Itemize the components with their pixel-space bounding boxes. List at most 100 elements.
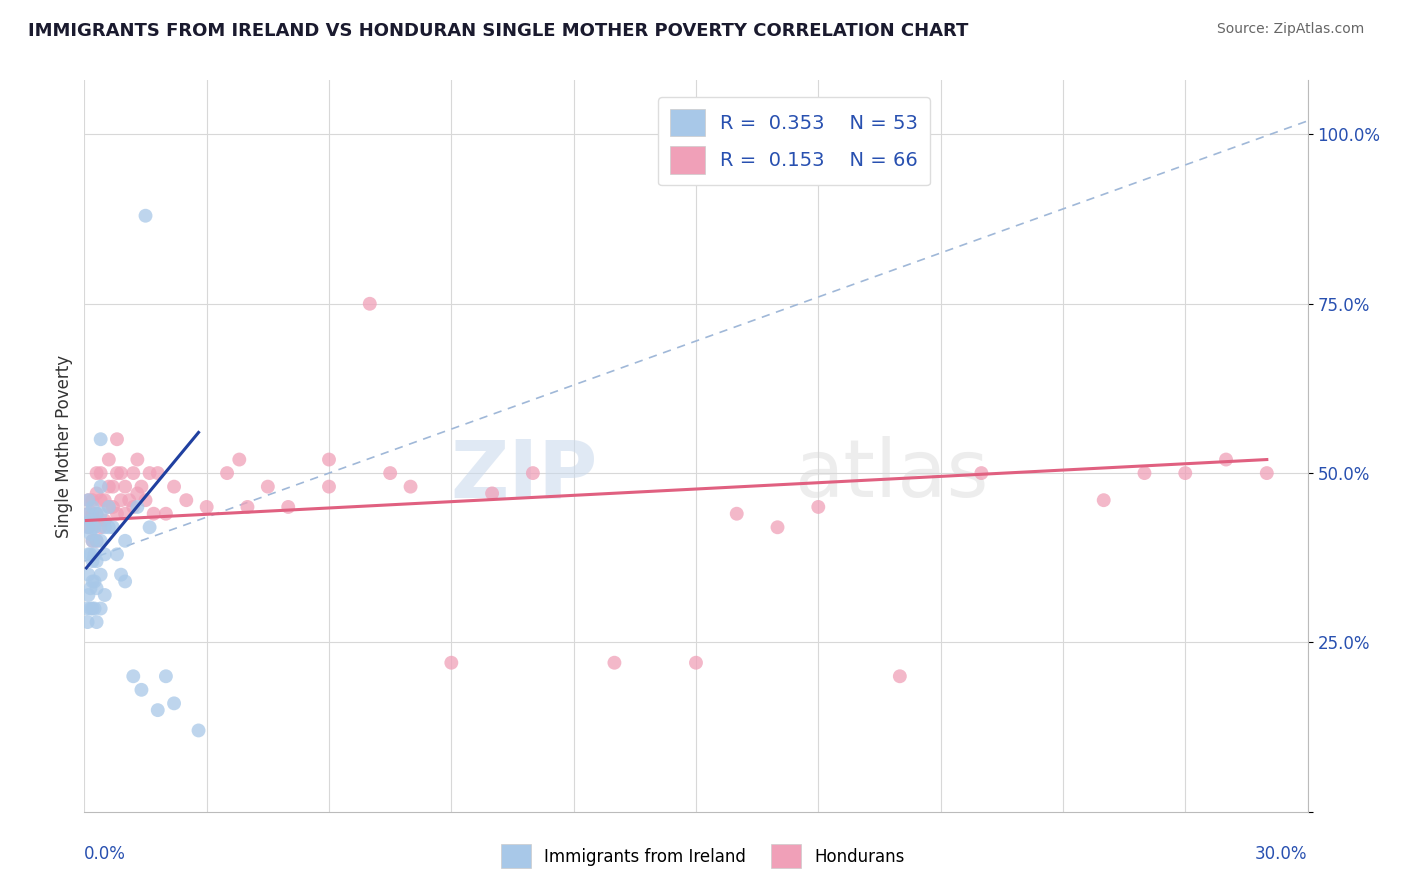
Point xyxy=(79,581,101,595)
Point xyxy=(380,466,402,480)
Point xyxy=(163,480,186,494)
Point xyxy=(82,601,104,615)
Text: ZIP: ZIP xyxy=(451,436,598,515)
Point xyxy=(155,669,177,683)
Point xyxy=(90,432,112,446)
Point xyxy=(83,520,105,534)
Text: atlas: atlas xyxy=(794,436,988,515)
Point xyxy=(86,466,108,480)
Point xyxy=(257,480,280,494)
Y-axis label: Single Mother Poverty: Single Mother Poverty xyxy=(55,354,73,538)
Point xyxy=(79,547,101,561)
Point xyxy=(1174,466,1197,480)
Point xyxy=(807,500,830,514)
Point xyxy=(135,493,157,508)
Point xyxy=(236,500,259,514)
Point xyxy=(79,601,101,615)
Point xyxy=(127,500,149,514)
Point xyxy=(97,452,120,467)
Point xyxy=(110,493,132,508)
Point xyxy=(82,507,104,521)
Point xyxy=(83,574,105,589)
Point xyxy=(79,527,101,541)
Point xyxy=(101,500,124,514)
Point xyxy=(90,466,112,480)
Point xyxy=(77,547,100,561)
Point xyxy=(135,209,157,223)
Point xyxy=(277,500,299,514)
Point xyxy=(131,682,153,697)
Point xyxy=(174,493,197,508)
Legend: R =  0.353    N = 53, R =  0.153    N = 66: R = 0.353 N = 53, R = 0.153 N = 66 xyxy=(658,97,929,186)
Point xyxy=(118,493,141,508)
Point xyxy=(110,466,132,480)
Point xyxy=(131,480,153,494)
Point xyxy=(90,601,112,615)
Point xyxy=(1092,493,1115,508)
Point xyxy=(122,669,145,683)
Point xyxy=(93,493,115,508)
Point xyxy=(481,486,503,500)
Point xyxy=(97,500,120,514)
Point xyxy=(142,507,165,521)
Point xyxy=(97,520,120,534)
Point xyxy=(77,588,100,602)
Text: 30.0%: 30.0% xyxy=(1256,845,1308,863)
Point xyxy=(90,480,112,494)
Point xyxy=(889,669,911,683)
Point xyxy=(122,466,145,480)
Point xyxy=(90,507,112,521)
Point xyxy=(155,507,177,521)
Point xyxy=(83,601,105,615)
Point xyxy=(90,567,112,582)
Point xyxy=(318,480,340,494)
Point xyxy=(86,486,108,500)
Point xyxy=(82,574,104,589)
Point xyxy=(82,554,104,568)
Point xyxy=(725,507,748,521)
Text: Source: ZipAtlas.com: Source: ZipAtlas.com xyxy=(1216,22,1364,37)
Point xyxy=(138,466,160,480)
Point xyxy=(83,547,105,561)
Point xyxy=(105,507,128,521)
Point xyxy=(195,500,218,514)
Point xyxy=(97,500,120,514)
Point xyxy=(90,493,112,508)
Point xyxy=(86,533,108,548)
Point xyxy=(93,520,115,534)
Point xyxy=(93,547,115,561)
Point xyxy=(127,452,149,467)
Point xyxy=(75,601,97,615)
Point xyxy=(101,480,124,494)
Legend: Immigrants from Ireland, Hondurans: Immigrants from Ireland, Hondurans xyxy=(495,838,911,875)
Point xyxy=(82,493,104,508)
Point xyxy=(77,507,100,521)
Point xyxy=(105,466,128,480)
Point xyxy=(187,723,209,738)
Point xyxy=(110,567,132,582)
Text: IMMIGRANTS FROM IRELAND VS HONDURAN SINGLE MOTHER POVERTY CORRELATION CHART: IMMIGRANTS FROM IRELAND VS HONDURAN SING… xyxy=(28,22,969,40)
Point xyxy=(114,480,136,494)
Point xyxy=(318,452,340,467)
Point xyxy=(77,520,100,534)
Point xyxy=(90,520,112,534)
Point xyxy=(86,507,108,521)
Point xyxy=(86,581,108,595)
Point xyxy=(105,432,128,446)
Point xyxy=(93,514,115,528)
Point xyxy=(76,615,98,629)
Point xyxy=(1215,452,1237,467)
Point xyxy=(359,297,381,311)
Point xyxy=(77,493,100,508)
Point xyxy=(146,703,169,717)
Point xyxy=(90,533,112,548)
Point xyxy=(77,493,100,508)
Point xyxy=(399,480,422,494)
Text: 0.0%: 0.0% xyxy=(84,845,127,863)
Point xyxy=(127,486,149,500)
Point xyxy=(146,466,169,480)
Point xyxy=(970,466,993,480)
Point xyxy=(86,507,108,521)
Point xyxy=(1133,466,1156,480)
Point xyxy=(93,588,115,602)
